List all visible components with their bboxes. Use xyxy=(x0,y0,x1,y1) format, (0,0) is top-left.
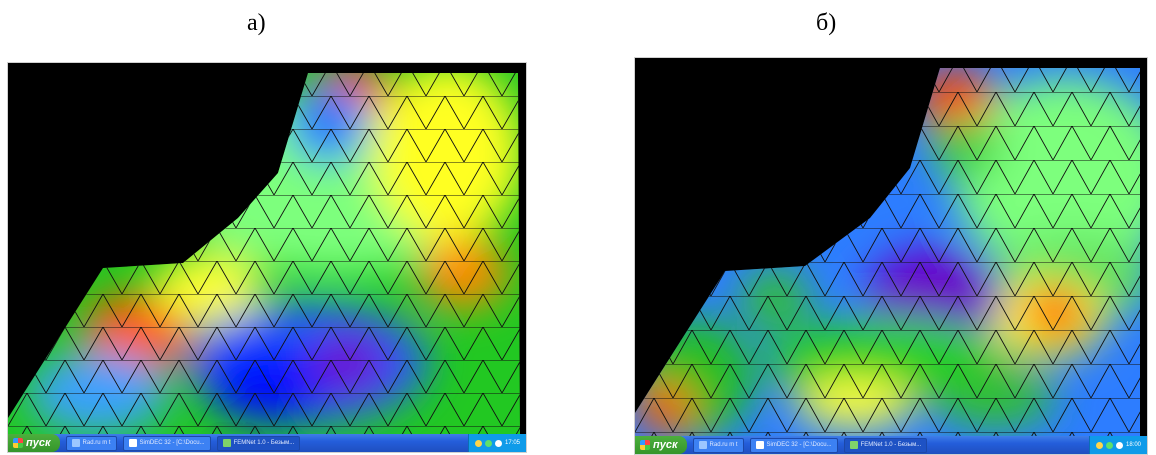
task-label: Rad.ru m t xyxy=(82,440,111,446)
window-icon xyxy=(698,441,707,449)
screenshot-a: пуск Rad.ru m t SimDEC 32 - [C:\Docu... … xyxy=(7,62,527,453)
system-tray-a: 17:05 xyxy=(467,434,526,452)
start-label-b: пуск xyxy=(653,439,678,451)
start-label-a: пуск xyxy=(26,437,51,449)
windows-flag-icon xyxy=(13,438,23,448)
fem-mesh-plot-a xyxy=(8,73,520,434)
taskbar-task-a-3[interactable]: FEMNet 1.0 - Безым... xyxy=(216,435,301,451)
tray-icon[interactable] xyxy=(474,439,482,447)
tray-icon[interactable] xyxy=(484,439,492,447)
fem-mesh-plot-b xyxy=(635,68,1140,436)
tray-clock-b[interactable]: 18:00 xyxy=(1125,442,1141,448)
document-icon xyxy=(755,441,764,449)
tray-icon[interactable] xyxy=(1115,441,1123,449)
taskbar-task-b-2[interactable]: SimDEC 32 - [C:\Docu... xyxy=(749,437,838,453)
windows-flag-icon xyxy=(640,440,650,450)
document-icon xyxy=(128,439,137,447)
system-tray-b: 18:00 xyxy=(1088,436,1147,454)
tray-icon[interactable] xyxy=(494,439,502,447)
app-icon xyxy=(222,439,231,447)
window-icon xyxy=(71,439,80,447)
fem-field-view-b[interactable] xyxy=(635,58,1147,436)
tray-icon[interactable] xyxy=(1105,441,1113,449)
task-label: Rad.ru m t xyxy=(709,442,738,448)
app-icon xyxy=(849,441,858,449)
task-label: FEMNet 1.0 - Безым... xyxy=(233,440,295,446)
task-label: SimDEC 32 - [C:\Docu... xyxy=(139,440,205,446)
task-label: SimDEC 32 - [C:\Docu... xyxy=(766,442,832,448)
caption-b: б) xyxy=(816,10,837,36)
caption-a: а) xyxy=(247,10,266,36)
start-button-a[interactable]: пуск xyxy=(8,434,60,452)
taskbar-b: пуск Rad.ru m t SimDEC 32 - [C:\Docu... … xyxy=(635,436,1147,454)
taskbar-a: пуск Rad.ru m t SimDEC 32 - [C:\Docu... … xyxy=(8,434,526,452)
task-label: FEMNet 1.0 - Безым... xyxy=(860,442,922,448)
tray-clock-a[interactable]: 17:05 xyxy=(504,440,520,446)
taskbar-task-b-3[interactable]: FEMNet 1.0 - Безым... xyxy=(843,437,928,453)
taskbar-task-a-2[interactable]: SimDEC 32 - [C:\Docu... xyxy=(122,435,211,451)
taskbar-task-a-1[interactable]: Rad.ru m t xyxy=(65,435,117,451)
screenshot-b: пуск Rad.ru m t SimDEC 32 - [C:\Docu... … xyxy=(634,57,1148,455)
start-button-b[interactable]: пуск xyxy=(635,436,687,454)
taskbar-task-b-1[interactable]: Rad.ru m t xyxy=(692,437,744,453)
tray-icon[interactable] xyxy=(1095,441,1103,449)
fem-field-view-a[interactable] xyxy=(8,63,526,434)
